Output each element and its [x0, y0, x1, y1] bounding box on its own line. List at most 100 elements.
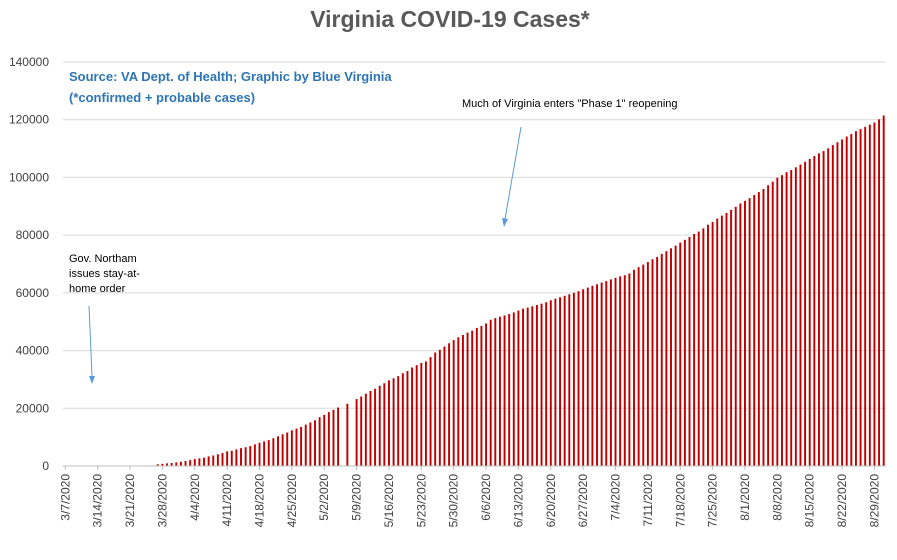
- bar: [841, 139, 844, 466]
- bar: [374, 388, 377, 466]
- bar: [845, 136, 848, 467]
- bar: [267, 440, 270, 466]
- bar: [683, 239, 686, 466]
- bar: [277, 436, 279, 466]
- phase1-arrow: [502, 126, 522, 227]
- bar: [725, 212, 728, 466]
- bar: [156, 464, 159, 466]
- x-tick-label: 5/2/2020: [317, 474, 331, 521]
- bar: [535, 305, 538, 466]
- bar: [221, 452, 224, 466]
- x-tick-label: 6/13/2020: [511, 474, 525, 528]
- bar: [522, 308, 525, 466]
- bar: [485, 323, 488, 466]
- bar: [868, 124, 871, 467]
- bar: [864, 126, 867, 467]
- bar: [831, 145, 834, 466]
- x-tick-label: 7/11/2020: [641, 474, 655, 527]
- bar: [184, 461, 187, 466]
- bar: [637, 267, 640, 466]
- bar: [406, 371, 409, 466]
- bar: [563, 295, 566, 466]
- bar: [545, 302, 548, 466]
- bar: [198, 458, 201, 466]
- bar: [674, 245, 677, 466]
- bar: [346, 403, 349, 466]
- x-tick-label: 6/20/2020: [544, 474, 558, 528]
- y-tick-label: 20000: [16, 401, 50, 415]
- bar: [804, 161, 807, 466]
- bar: [337, 407, 340, 466]
- bar: [448, 343, 451, 466]
- bar: [508, 314, 511, 466]
- bar: [383, 383, 386, 466]
- x-tick-label: 7/4/2020: [609, 474, 623, 521]
- bar: [827, 148, 830, 466]
- bar: [531, 306, 534, 466]
- bar: [878, 119, 881, 466]
- bar: [679, 242, 682, 466]
- bar: [420, 362, 423, 466]
- bar: [596, 284, 598, 466]
- bar: [258, 442, 261, 466]
- bar: [651, 259, 654, 466]
- x-tick-label: 5/9/2020: [350, 474, 364, 521]
- bar: [716, 218, 719, 466]
- bar: [850, 133, 853, 466]
- bar: [753, 195, 756, 466]
- bar: [332, 409, 335, 466]
- bar: [739, 203, 742, 466]
- bar: [591, 285, 594, 466]
- bar: [767, 185, 770, 466]
- x-tick-label: 4/25/2020: [285, 474, 299, 528]
- x-tick-label: 5/23/2020: [414, 474, 428, 528]
- bar: [295, 428, 298, 466]
- bar: [166, 463, 168, 466]
- x-tick-label: 8/8/2020: [770, 474, 784, 521]
- x-tick-label: 8/1/2020: [738, 474, 752, 521]
- bar: [466, 332, 469, 466]
- bar: [702, 228, 705, 466]
- bar: [309, 422, 312, 466]
- bar: [286, 432, 289, 466]
- x-tick-label: 7/18/2020: [673, 474, 687, 528]
- bar: [623, 275, 626, 466]
- bar: [697, 231, 700, 466]
- bar: [392, 378, 395, 466]
- bar: [734, 206, 737, 466]
- bar: [854, 131, 857, 466]
- bar: [489, 319, 492, 466]
- y-tick-label: 0: [42, 459, 49, 473]
- bar: [808, 158, 811, 466]
- chart-title: Virginia COVID-19 Cases*: [310, 6, 590, 32]
- bar: [281, 434, 284, 466]
- bar: [817, 153, 820, 467]
- source-note-line-2: (*confirmed + probable cases): [69, 90, 255, 105]
- bar: [771, 181, 774, 466]
- stay-home-annotation-line-2: issues stay-at-: [69, 268, 140, 280]
- bar: [582, 289, 585, 466]
- bar: [813, 156, 816, 466]
- bar: [799, 164, 802, 466]
- bar: [526, 307, 529, 466]
- bar: [794, 167, 797, 467]
- bar: [785, 172, 788, 466]
- x-tick-label: 8/22/2020: [835, 474, 849, 528]
- x-tick-label: 5/16/2020: [382, 474, 396, 528]
- bar: [711, 221, 714, 466]
- bar: [503, 315, 506, 466]
- bar: [781, 175, 783, 466]
- bar: [175, 462, 178, 466]
- y-tick-label: 60000: [16, 286, 50, 300]
- bar: [744, 200, 746, 466]
- bar: [193, 459, 196, 466]
- bar: [572, 292, 575, 466]
- bar: [263, 441, 266, 466]
- bar: [471, 330, 474, 466]
- bar: [757, 192, 760, 466]
- x-tick-label: 6/27/2020: [576, 474, 590, 528]
- stay-home-annotation-line-1: Gov. Northam: [69, 253, 137, 265]
- bar: [203, 457, 205, 466]
- bar: [212, 455, 215, 466]
- bar: [822, 151, 825, 466]
